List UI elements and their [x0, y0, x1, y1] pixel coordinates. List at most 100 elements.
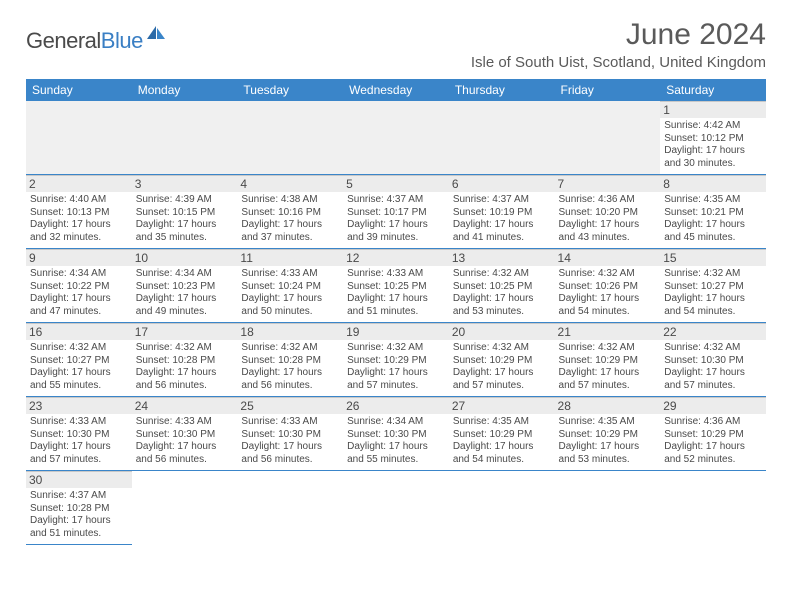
day-number: 2	[26, 175, 132, 192]
day-number: 20	[449, 323, 555, 340]
day-info: Sunrise: 4:36 AMSunset: 10:20 PMDaylight…	[559, 194, 657, 244]
logo-text-blue: Blue	[101, 28, 143, 54]
logo-text-general: General	[26, 28, 101, 54]
day-cell: 2 Sunrise: 4:40 AMSunset: 10:13 PMDayligh…	[26, 175, 132, 249]
day-info: Sunrise: 4:32 AMSunset: 10:27 PMDaylight…	[664, 268, 762, 318]
month-title: June 2024	[471, 18, 766, 52]
day-cell: 30 Sunrise: 4:37 AMSunset: 10:28 PMDaylig…	[26, 471, 132, 545]
day-number: 25	[237, 397, 343, 414]
day-cell: 22 Sunrise: 4:32 AMSunset: 10:30 PMDaylig…	[660, 323, 766, 397]
day-number: 18	[237, 323, 343, 340]
col-monday: Monday	[132, 79, 238, 101]
day-cell: 11Sunrise: 4:33 AMSunset: 10:24 PMDaylig…	[237, 249, 343, 323]
day-info: Sunrise: 4:34 AMSunset: 10:22 PMDaylight…	[30, 268, 128, 318]
day-info: Sunrise: 4:33 AMSunset: 10:30 PMDaylight…	[30, 416, 128, 466]
day-cell	[660, 471, 766, 545]
col-tuesday: Tuesday	[237, 79, 343, 101]
day-info: Sunrise: 4:32 AMSunset: 10:26 PMDaylight…	[559, 268, 657, 318]
day-number: 30	[26, 471, 132, 488]
day-cell	[132, 471, 238, 545]
day-info: Sunrise: 4:35 AMSunset: 10:29 PMDaylight…	[453, 416, 551, 466]
day-cell: 27Sunrise: 4:35 AMSunset: 10:29 PMDaylig…	[449, 397, 555, 471]
day-info: Sunrise: 4:34 AMSunset: 10:23 PMDaylight…	[136, 268, 234, 318]
day-info: Sunrise: 4:32 AMSunset: 10:29 PMDaylight…	[453, 342, 551, 392]
col-friday: Friday	[555, 79, 661, 101]
col-thursday: Thursday	[449, 79, 555, 101]
day-cell: 25 Sunrise: 4:33 AMSunset: 10:30 PMDaylig…	[237, 397, 343, 471]
location: Isle of South Uist, Scotland, United Kin…	[471, 54, 766, 71]
day-number: 8	[660, 175, 766, 192]
title-block: June 2024 Isle of South Uist, Scotland, …	[471, 18, 766, 71]
day-cell: 26Sunrise: 4:34 AMSunset: 10:30 PMDaylig…	[343, 397, 449, 471]
day-info: Sunrise: 4:42 AMSunset: 10:12 PMDaylight…	[664, 120, 762, 170]
day-cell	[555, 471, 661, 545]
day-cell	[26, 101, 132, 175]
day-cell: 14 Sunrise: 4:32 AMSunset: 10:26 PMDaylig…	[555, 249, 661, 323]
day-number: 5	[343, 175, 449, 192]
day-number: 6	[449, 175, 555, 192]
day-number: 28	[555, 397, 661, 414]
day-info: Sunrise: 4:39 AMSunset: 10:15 PMDaylight…	[136, 194, 234, 244]
day-number: 4	[237, 175, 343, 192]
day-number: 15	[660, 249, 766, 266]
day-cell: 15 Sunrise: 4:32 AMSunset: 10:27 PMDaylig…	[660, 249, 766, 323]
day-number: 10	[132, 249, 238, 266]
day-cell: 8 Sunrise: 4:35 AMSunset: 10:21 PMDayligh…	[660, 175, 766, 249]
day-number: 19	[343, 323, 449, 340]
day-cell	[132, 101, 238, 175]
day-info: Sunrise: 4:38 AMSunset: 10:16 PMDaylight…	[241, 194, 339, 244]
day-number: 21	[555, 323, 661, 340]
day-info: Sunrise: 4:37 AMSunset: 10:19 PMDaylight…	[453, 194, 551, 244]
day-cell: 4 Sunrise: 4:38 AMSunset: 10:16 PMDayligh…	[237, 175, 343, 249]
day-cell: 1 Sunrise: 4:42 AMSunset: 10:12 PMDayligh…	[660, 101, 766, 175]
week-row: 9 Sunrise: 4:34 AMSunset: 10:22 PMDayligh…	[26, 249, 766, 323]
day-number: 17	[132, 323, 238, 340]
week-row: 30 Sunrise: 4:37 AMSunset: 10:28 PMDaylig…	[26, 471, 766, 545]
day-number: 26	[343, 397, 449, 414]
day-info: Sunrise: 4:33 AMSunset: 10:30 PMDaylight…	[241, 416, 339, 466]
day-number: 14	[555, 249, 661, 266]
day-info: Sunrise: 4:35 AMSunset: 10:21 PMDaylight…	[664, 194, 762, 244]
day-cell	[237, 101, 343, 175]
day-cell: 13Sunrise: 4:32 AMSunset: 10:25 PMDaylig…	[449, 249, 555, 323]
day-number: 13	[449, 249, 555, 266]
week-row: 1 Sunrise: 4:42 AMSunset: 10:12 PMDayligh…	[26, 101, 766, 175]
day-cell: 23Sunrise: 4:33 AMSunset: 10:30 PMDaylig…	[26, 397, 132, 471]
day-cell: 17Sunrise: 4:32 AMSunset: 10:28 PMDaylig…	[132, 323, 238, 397]
day-info: Sunrise: 4:32 AMSunset: 10:30 PMDaylight…	[664, 342, 762, 392]
day-cell: 19Sunrise: 4:32 AMSunset: 10:29 PMDaylig…	[343, 323, 449, 397]
day-cell: 9 Sunrise: 4:34 AMSunset: 10:22 PMDayligh…	[26, 249, 132, 323]
day-cell	[343, 471, 449, 545]
day-number: 11	[237, 249, 343, 266]
day-cell: 16Sunrise: 4:32 AMSunset: 10:27 PMDaylig…	[26, 323, 132, 397]
day-info: Sunrise: 4:37 AMSunset: 10:28 PMDaylight…	[30, 490, 128, 540]
day-cell	[449, 471, 555, 545]
day-cell	[555, 101, 661, 175]
day-info: Sunrise: 4:40 AMSunset: 10:13 PMDaylight…	[30, 194, 128, 244]
day-number: 12	[343, 249, 449, 266]
week-row: 16Sunrise: 4:32 AMSunset: 10:27 PMDaylig…	[26, 323, 766, 397]
day-number: 24	[132, 397, 238, 414]
day-info: Sunrise: 4:35 AMSunset: 10:29 PMDaylight…	[559, 416, 657, 466]
day-number: 22	[660, 323, 766, 340]
day-cell: 28 Sunrise: 4:35 AMSunset: 10:29 PMDaylig…	[555, 397, 661, 471]
calendar-table: Sunday Monday Tuesday Wednesday Thursday…	[26, 79, 766, 545]
sail-icon	[145, 24, 167, 47]
day-cell: 24Sunrise: 4:33 AMSunset: 10:30 PMDaylig…	[132, 397, 238, 471]
day-number: 9	[26, 249, 132, 266]
day-number: 1	[660, 101, 766, 118]
day-cell: 12Sunrise: 4:33 AMSunset: 10:25 PMDaylig…	[343, 249, 449, 323]
page: GeneralBlue June 2024 Isle of South Uist…	[0, 0, 792, 563]
week-row: 2 Sunrise: 4:40 AMSunset: 10:13 PMDayligh…	[26, 175, 766, 249]
day-number: 29	[660, 397, 766, 414]
day-cell: 6 Sunrise: 4:37 AMSunset: 10:19 PMDayligh…	[449, 175, 555, 249]
day-cell: 5Sunrise: 4:37 AMSunset: 10:17 PMDayligh…	[343, 175, 449, 249]
logo: GeneralBlue	[26, 24, 167, 57]
day-number: 7	[555, 175, 661, 192]
col-saturday: Saturday	[660, 79, 766, 101]
day-info: Sunrise: 4:36 AMSunset: 10:29 PMDaylight…	[664, 416, 762, 466]
day-cell: 29 Sunrise: 4:36 AMSunset: 10:29 PMDaylig…	[660, 397, 766, 471]
day-info: Sunrise: 4:32 AMSunset: 10:29 PMDaylight…	[559, 342, 657, 392]
day-cell	[343, 101, 449, 175]
day-cell	[237, 471, 343, 545]
